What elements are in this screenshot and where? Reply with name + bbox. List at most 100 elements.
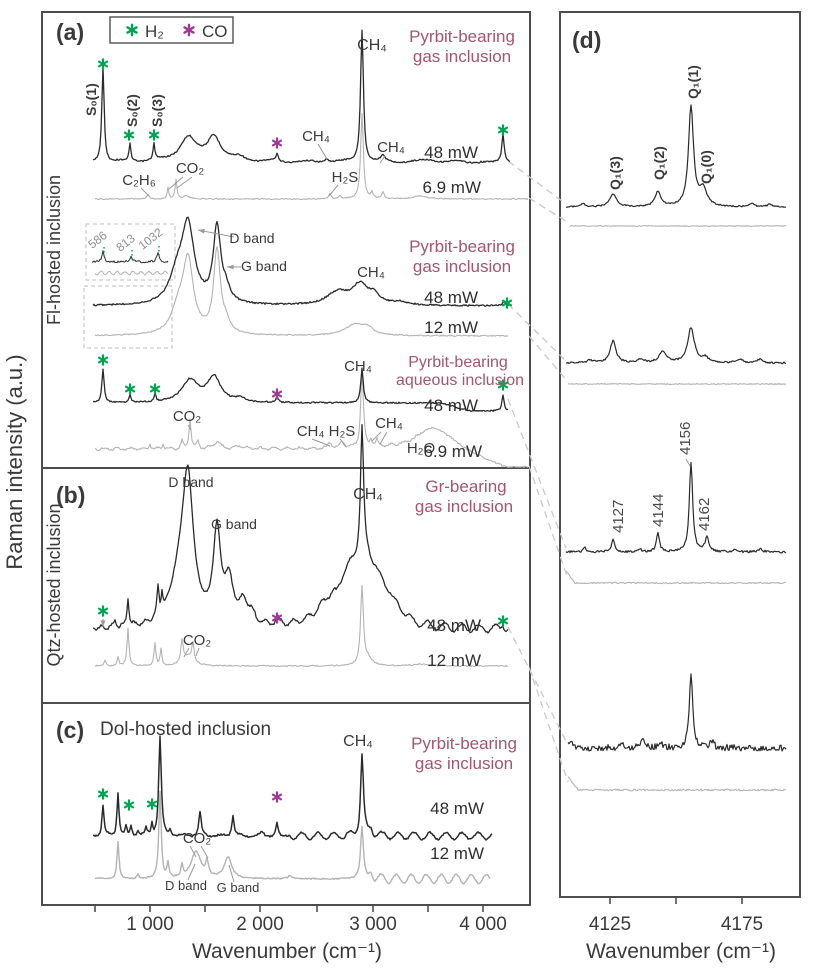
dashed-connector-line bbox=[528, 197, 570, 224]
spectrum-trace-c-black-48mW bbox=[92, 735, 493, 841]
label-ch-: CH₄ bbox=[344, 358, 372, 375]
label-g-band: G band bbox=[211, 516, 257, 532]
label-12-mw: 12 mW bbox=[427, 651, 481, 670]
leader-line bbox=[311, 438, 331, 447]
axis-tick-label: 1 000 bbox=[126, 914, 174, 935]
panel-c: (c) Dol-hosted inclusion CH₄ CO₂ D band G ban… bbox=[56, 717, 517, 895]
spectrum-trace-d1-black bbox=[565, 104, 786, 208]
label-ch-: CH₄ bbox=[375, 415, 403, 432]
label-pyrbit-bearing: Pyrbit-bearing bbox=[409, 27, 515, 46]
co-asterisk-marker bbox=[271, 791, 283, 803]
label-ch-: CH₄ bbox=[357, 264, 385, 281]
inset-dashed-box bbox=[83, 285, 173, 349]
spectrum-trace-a2-inset-gray bbox=[94, 270, 169, 276]
label-co-: CO₂ bbox=[183, 830, 212, 847]
label-fl-hosted-inclusion: Fl-hosted inclusion bbox=[44, 175, 64, 325]
label-48-mw: 48 mW bbox=[427, 616, 481, 635]
label-h-s: H₂S bbox=[332, 169, 359, 186]
label--a-: (a) bbox=[56, 19, 84, 45]
axis-tick-label: 4125 bbox=[589, 914, 631, 935]
label-qtz-hosted-inclusion: Qtz-hosted inclusion bbox=[44, 503, 64, 666]
panel-b: (b)Qtz-hosted inclusion D band G band CH₄ CO… bbox=[44, 424, 513, 670]
label-gr-bearing: Gr-bearing bbox=[425, 477, 506, 496]
spectrum-trace-a1-black-48mW bbox=[92, 29, 511, 164]
label-4156: 4156 bbox=[677, 422, 694, 455]
x-axis-1: 4125 4175 Wavenumber (cm⁻¹) bbox=[586, 897, 776, 963]
label-gas-inclusion: gas inclusion bbox=[415, 754, 513, 773]
label-ch-: CH₄ bbox=[377, 139, 405, 156]
label-pyrbit-bearing: Pyrbit-bearing bbox=[408, 354, 508, 371]
label-ch-: CH₄ bbox=[302, 128, 330, 145]
label-q-1-: Q₁(1) bbox=[685, 65, 701, 99]
label-gas-inclusion: gas inclusion bbox=[413, 47, 511, 66]
label-1032: 1032 bbox=[136, 225, 166, 253]
spectrum-trace-d3-gray bbox=[565, 570, 787, 585]
x-axis-0: 1 000 2 000 3 000 4 000 Wavenumber (cm⁻¹) bbox=[94, 905, 507, 963]
label-q-3-: Q₁(3) bbox=[607, 156, 623, 190]
co-asterisk-marker bbox=[271, 137, 283, 149]
label-ch-: CH₄ bbox=[353, 486, 383, 503]
spectrum-trace-a2-black-48mW bbox=[92, 216, 510, 307]
legend-marker-h2-asterisk-icon bbox=[126, 23, 138, 37]
panel-connector-lines bbox=[507, 160, 570, 783]
spectrum-trace-b-gray-12mW bbox=[94, 584, 509, 668]
h2-asterisk-marker bbox=[97, 788, 109, 800]
label-ch-: CH₄ bbox=[343, 733, 373, 750]
leader-line bbox=[228, 864, 235, 883]
label-48-mw: 48 mW bbox=[424, 288, 478, 307]
leader-arrowhead bbox=[227, 264, 234, 270]
label-4162: 4162 bbox=[696, 498, 713, 531]
spectrum-trace-a1-gray-6.9mW bbox=[94, 112, 529, 201]
label-12-mw: 12 mW bbox=[430, 844, 484, 863]
spectrum-trace-b-black-48mW bbox=[92, 424, 509, 634]
axis-tick-label: 4175 bbox=[721, 914, 763, 935]
h2-asterisk-marker bbox=[97, 58, 109, 70]
h2-asterisk-marker bbox=[501, 297, 513, 309]
h2-asterisk-marker bbox=[146, 798, 158, 810]
dashed-connector-line bbox=[528, 465, 568, 577]
label-pyrbit-bearing: Pyrbit-bearing bbox=[411, 734, 517, 753]
leader-line bbox=[685, 458, 691, 467]
spectrum-trace-a2-inset-black bbox=[91, 250, 169, 264]
co-asterisk-marker bbox=[271, 612, 283, 624]
spectrum-trace-d2-black bbox=[565, 327, 786, 365]
spectrum-trace-d4-black bbox=[567, 673, 787, 752]
label-h-o: H₂O bbox=[407, 440, 435, 457]
h2-asterisk-marker bbox=[497, 379, 509, 391]
label-co-: CO₂ bbox=[176, 160, 205, 177]
label-586: 586 bbox=[85, 228, 110, 252]
label--c-: (c) bbox=[56, 717, 84, 743]
h2-asterisk-marker bbox=[97, 354, 109, 366]
dashed-connector-line bbox=[507, 303, 567, 362]
dashed-connector-line bbox=[528, 666, 569, 783]
leader-line bbox=[371, 431, 382, 442]
leader-arrowhead bbox=[198, 228, 205, 234]
h2-asterisk-marker bbox=[123, 129, 135, 141]
label-gas-inclusion: gas inclusion bbox=[413, 257, 511, 276]
label-d-band: D band bbox=[168, 474, 213, 490]
axis-tick-label: 4 000 bbox=[459, 914, 507, 935]
panel-d-box bbox=[559, 11, 801, 898]
label-4127: 4127 bbox=[610, 500, 627, 533]
label-s-3-: S₀(3) bbox=[149, 94, 165, 127]
label-6-9-mw: 6.9 mW bbox=[423, 442, 482, 461]
spectrum-trace-a2-gray-12mW bbox=[94, 246, 509, 337]
legend: H₂ CO bbox=[109, 16, 234, 44]
dashed-connector-line bbox=[507, 398, 567, 549]
label-ch-: CH₄ bbox=[357, 37, 387, 54]
leader-line bbox=[339, 438, 347, 447]
h2-asterisk-marker bbox=[148, 129, 160, 141]
dashed-connector-line bbox=[528, 335, 569, 383]
h2-asterisk-marker bbox=[497, 615, 509, 627]
label-aqueous-inclusion: aqueous inclusion bbox=[396, 372, 524, 389]
legend-label-h2: H₂ bbox=[145, 22, 164, 41]
legend-marker-co-asterisk-icon bbox=[183, 23, 195, 37]
label-co-: CO₂ bbox=[173, 408, 202, 425]
legend-label-co: CO bbox=[202, 22, 228, 41]
leader-line bbox=[187, 863, 196, 881]
label-co-: CO₂ bbox=[183, 632, 212, 649]
leader-line bbox=[140, 187, 150, 197]
panel-d: (d) Q₁(3) Q₁(2) Q₁(1) Q₁(0) 4127 4144 4156 4162 bbox=[565, 27, 787, 792]
